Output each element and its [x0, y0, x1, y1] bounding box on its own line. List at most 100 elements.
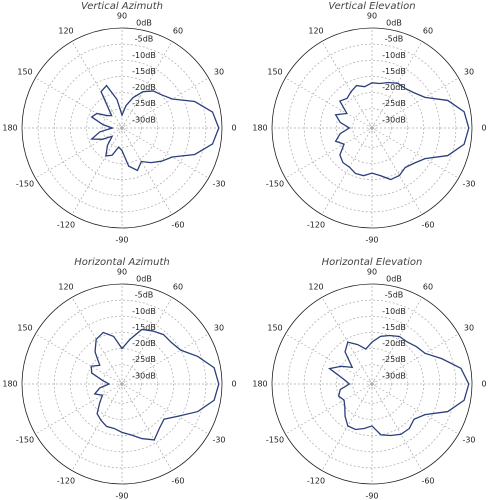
angle-tick-label: 30: [214, 68, 224, 77]
angle-spoke: [371, 297, 423, 385]
radial-tick-label: -20dB: [382, 83, 406, 92]
chart-title: Vertical Azimuth: [81, 1, 163, 12]
angle-tick-label: 30: [464, 68, 474, 77]
radial-ring: [352, 108, 392, 148]
radial-ring: [53, 59, 191, 197]
angle-tick-label: 60: [173, 283, 183, 292]
angle-tick-label: 90: [117, 268, 127, 277]
angle-tick-label: 90: [117, 12, 127, 21]
angle-spoke: [371, 383, 459, 435]
angle-spoke: [121, 41, 173, 129]
angle-spoke: [321, 41, 373, 129]
angle-spoke: [35, 77, 123, 129]
angle-tick-label: 60: [173, 27, 183, 36]
radial-ring: [320, 332, 424, 436]
radial-ring: [320, 76, 424, 180]
angle-spoke: [35, 127, 123, 179]
angle-tick-label: -60: [421, 476, 434, 485]
radial-tick-label: -5dB: [385, 35, 404, 44]
angle-tick-label: 30: [464, 324, 474, 333]
angle-spoke: [121, 333, 209, 385]
pattern-line: [90, 84, 220, 172]
radial-ring: [271, 27, 473, 229]
angle-spoke: [121, 383, 173, 471]
angle-tick-label: 180: [252, 124, 267, 133]
angle-tick-label: 120: [58, 283, 73, 292]
angle-tick-label: -60: [171, 220, 184, 229]
angle-tick-label: -30: [462, 436, 475, 445]
radial-tick-label: 0dB: [386, 275, 402, 284]
angle-spoke: [321, 127, 373, 215]
angle-tick-label: 150: [267, 324, 282, 333]
radial-ring: [21, 283, 223, 485]
angle-spoke: [121, 127, 173, 215]
radial-ring: [102, 364, 142, 404]
angle-spoke: [121, 297, 173, 385]
radial-tick-label: -15dB: [382, 67, 406, 76]
angle-tick-label: 120: [308, 283, 323, 292]
angle-tick-label: 180: [252, 380, 267, 389]
angle-tick-label: 60: [423, 283, 433, 292]
radial-tick-label: -10dB: [382, 51, 406, 60]
angle-tick-label: -150: [16, 436, 34, 445]
angle-tick-label: -30: [212, 436, 225, 445]
angle-tick-label: 180: [2, 380, 17, 389]
radial-tick-label: -5dB: [135, 291, 154, 300]
radial-tick-label: -20dB: [132, 339, 156, 348]
radial-tick-label: 0dB: [136, 275, 152, 284]
radial-ring: [102, 108, 142, 148]
angle-tick-label: 0: [481, 124, 486, 133]
angle-tick-label: -120: [307, 220, 325, 229]
angle-spoke: [285, 77, 373, 129]
angle-spoke: [121, 77, 209, 129]
angle-spoke: [371, 127, 459, 179]
angle-spoke: [71, 297, 123, 385]
angle-tick-label: 150: [17, 68, 32, 77]
angle-tick-label: -120: [307, 476, 325, 485]
radial-ring: [336, 348, 408, 420]
angle-tick-label: -90: [365, 236, 378, 245]
angle-spoke: [35, 333, 123, 385]
radial-ring: [53, 315, 191, 453]
radial-ring: [21, 27, 223, 229]
angle-spoke: [321, 297, 373, 385]
radial-ring: [86, 92, 158, 164]
radial-ring: [352, 364, 392, 404]
radial-tick-label: -10dB: [132, 51, 156, 60]
radial-tick-label: 0dB: [136, 19, 152, 28]
angle-spoke: [321, 383, 373, 471]
radial-tick-label: -10dB: [132, 307, 156, 316]
angle-spoke: [285, 127, 373, 179]
radial-tick-label: -15dB: [132, 67, 156, 76]
angle-spoke: [371, 41, 423, 129]
angle-tick-label: 180: [2, 124, 17, 133]
angle-tick-label: -150: [16, 180, 34, 189]
angle-tick-label: -120: [57, 476, 75, 485]
angle-tick-label: -150: [266, 180, 284, 189]
radial-tick-label: -30dB: [382, 371, 406, 380]
radial-tick-label: -25dB: [382, 99, 406, 108]
angle-spoke: [371, 333, 459, 385]
angle-tick-label: 90: [367, 12, 377, 21]
radial-tick-label: -25dB: [132, 355, 156, 364]
angle-spoke: [371, 383, 423, 471]
radial-tick-label: -30dB: [382, 115, 406, 124]
radial-tick-label: -10dB: [382, 307, 406, 316]
angle-spoke: [285, 383, 373, 435]
angle-spoke: [371, 127, 423, 215]
radial-ring: [37, 299, 207, 469]
angle-tick-label: -90: [115, 236, 128, 245]
chart-title: Vertical Elevation: [328, 1, 415, 12]
angle-tick-label: 120: [58, 27, 73, 36]
angle-tick-label: 150: [17, 324, 32, 333]
angle-spoke: [71, 41, 123, 129]
angle-spoke: [71, 383, 123, 471]
radial-tick-label: -5dB: [135, 35, 154, 44]
angle-spoke: [121, 127, 209, 179]
pattern-line: [334, 81, 470, 181]
radial-tick-label: -5dB: [385, 291, 404, 300]
pattern-line: [328, 334, 470, 437]
radial-ring: [271, 283, 473, 485]
angle-tick-label: 90: [367, 268, 377, 277]
